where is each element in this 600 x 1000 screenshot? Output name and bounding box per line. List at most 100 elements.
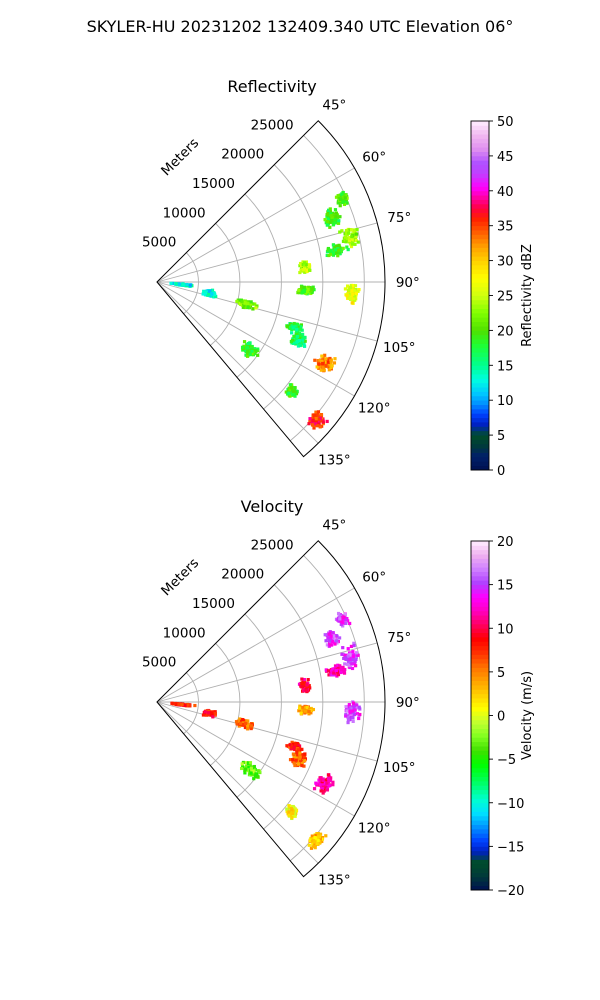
echo-cell: [348, 621, 352, 626]
echo-cell: [301, 684, 305, 689]
echo-cell: [320, 354, 324, 358]
echo-cell: [302, 335, 306, 340]
echo-cell: [288, 388, 292, 392]
echo-cell: [251, 302, 255, 306]
echo-cell: [352, 641, 356, 645]
echo-cell: [337, 196, 341, 200]
colorbar-segment: [471, 693, 489, 699]
colorbar-segment: [471, 724, 489, 729]
colorbar-segment: [471, 558, 489, 564]
colorbar-segment: [471, 173, 489, 179]
echo-cell: [344, 199, 348, 203]
colorbar-segment: [471, 291, 489, 296]
echo-cell: [344, 712, 348, 716]
echo-cell: [318, 832, 323, 836]
echo-cell: [353, 708, 357, 712]
echo-cell: [246, 761, 251, 766]
echo-cell: [354, 651, 359, 655]
echo-cell: [339, 622, 343, 626]
echo-cell: [294, 328, 298, 332]
colorbar-segment: [471, 400, 489, 405]
colorbar-segment: [471, 238, 489, 244]
echo-cell: [254, 349, 258, 353]
echo-cell: [300, 328, 304, 332]
echo-cell: [288, 743, 292, 747]
range-tick-label: 25000: [251, 537, 294, 553]
echo-cell: [304, 288, 308, 292]
azimuth-tick-label: 135°: [318, 872, 351, 888]
echo-cell: [234, 720, 239, 724]
echo-cell: [338, 664, 342, 668]
echo-cell: [299, 711, 303, 716]
colorbar-segment: [471, 121, 489, 126]
echo-cell: [329, 359, 333, 363]
echo-cell: [346, 231, 351, 235]
echo-cell: [334, 214, 338, 219]
azimuth-tick-label: 45°: [322, 518, 346, 534]
echo-cell: [246, 727, 250, 731]
echo-cell: [288, 322, 293, 326]
echo-cell: [193, 703, 197, 708]
echo-cell: [351, 292, 355, 296]
echo-cell: [321, 778, 325, 782]
echo-cell: [313, 358, 317, 362]
colorbar-segment: [471, 711, 489, 716]
echo-cell: [307, 422, 311, 426]
echo-cell: [324, 364, 328, 368]
colorbar-segment: [471, 737, 489, 743]
colorbar-segment: [471, 168, 489, 174]
colorbar-segment: [471, 807, 489, 812]
colorbar-segment: [471, 452, 489, 458]
echo-cell: [332, 673, 336, 677]
echo-cell: [301, 338, 305, 342]
echo-cell: [312, 288, 316, 292]
colorbar-segment: [471, 549, 489, 555]
echo-cell: [345, 236, 350, 240]
colorbar-segment: [471, 138, 489, 144]
echo-cell: [355, 706, 359, 710]
echo-cell: [318, 780, 322, 784]
echo-cell: [300, 747, 304, 751]
colorbar-tick-label: 5: [497, 429, 505, 444]
colorbar-tick-label: 20: [497, 535, 514, 550]
echo-cell: [354, 232, 359, 236]
colorbar-segment: [471, 815, 489, 821]
echo-cell: [311, 418, 315, 422]
echo-cell: [328, 225, 332, 229]
echo-cell: [321, 362, 325, 366]
echo-cell: [241, 765, 245, 769]
echo-cell: [241, 348, 245, 352]
echo-cell: [308, 417, 312, 421]
colorbar-segment: [471, 602, 489, 607]
colorbar-segment: [471, 654, 489, 660]
echo-cell: [345, 229, 349, 234]
colorbar-segment: [471, 448, 489, 453]
echo-cell: [292, 756, 296, 760]
echo-cell: [291, 341, 296, 345]
echo-cell: [332, 212, 336, 217]
colorbar-segment: [471, 251, 489, 257]
colorbar-segment: [471, 456, 489, 462]
echo-cell: [237, 298, 241, 302]
echo-cell: [355, 712, 360, 716]
echo-cell: [207, 289, 212, 293]
echo-cell: [351, 701, 356, 705]
echo-cell: [336, 664, 340, 668]
echo-cell: [213, 711, 217, 716]
echo-cell: [357, 705, 361, 709]
panel-title: Velocity: [241, 497, 304, 516]
echo-cell: [309, 846, 314, 850]
echo-cell: [305, 290, 310, 294]
echo-cell: [342, 202, 347, 207]
echo-cell: [342, 652, 346, 657]
echo-cell: [358, 707, 362, 711]
colorbar-segment: [471, 378, 489, 384]
echo-cell: [183, 703, 187, 708]
echo-cell: [180, 703, 184, 707]
echo-cell: [302, 683, 306, 687]
echo-cell: [319, 364, 323, 369]
echo-cell: [254, 772, 258, 776]
echo-cell: [299, 335, 304, 339]
echo-cell: [323, 781, 327, 785]
echo-cell: [337, 243, 341, 247]
